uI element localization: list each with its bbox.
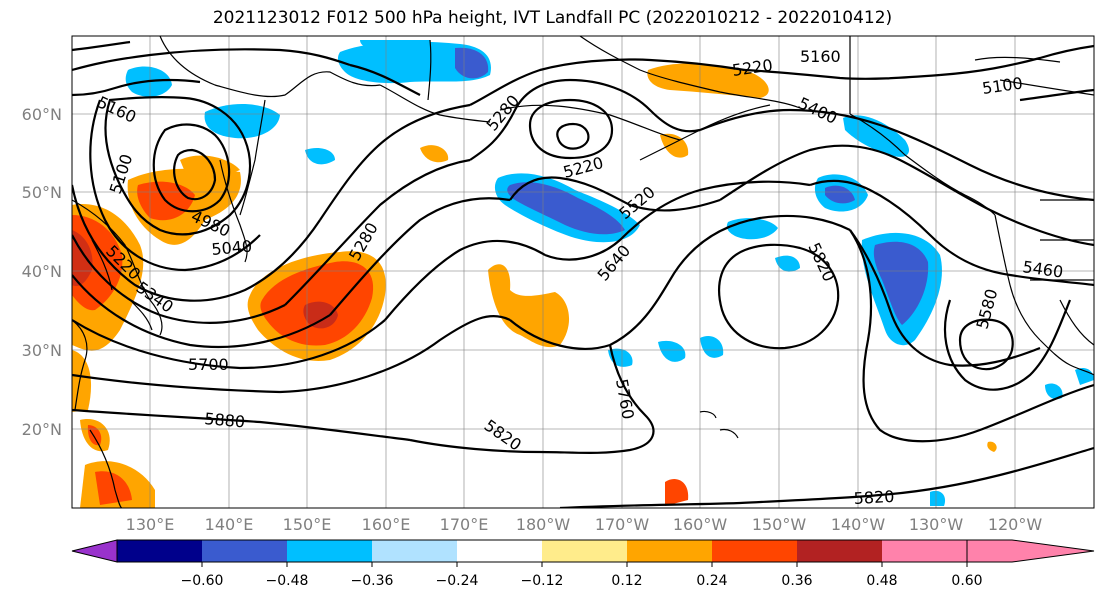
colorbar-tick-label: 0.24 (696, 573, 727, 589)
colorbar-segment (287, 540, 372, 562)
colorbar-segment (712, 540, 797, 562)
latitude-labels: 60°N 50°N 40°N 30°N 20°N (22, 105, 62, 439)
lat-label: 40°N (22, 262, 62, 281)
lon-label: 140°E (205, 515, 254, 534)
colorbar-segment (627, 540, 712, 562)
lon-label: 120°W (988, 515, 1043, 534)
graticule (72, 36, 1094, 508)
lon-label: 150°E (283, 515, 332, 534)
colorbar-segment (202, 540, 287, 562)
lon-label: 160°W (673, 515, 728, 534)
lat-label: 60°N (22, 105, 62, 124)
colorbar: −0.60 −0.48 −0.36 −0.24 −0.12 0.12 0.24 … (71, 539, 1095, 589)
lon-label: 130°W (909, 515, 964, 534)
colorbar-ticks (201, 562, 968, 567)
lon-label: 140°W (831, 515, 886, 534)
colorbar-segment (457, 540, 542, 562)
contour-label: 5040 (211, 237, 253, 259)
colorbar-tick-label: −0.60 (181, 573, 224, 589)
colorbar-tick-label: −0.12 (521, 573, 564, 589)
colorbar-segment (542, 540, 627, 562)
colorbar-right-extend (967, 540, 1094, 562)
contour-label: 5700 (188, 355, 229, 374)
colorbar-segment (882, 540, 967, 562)
lon-label: 150°W (752, 515, 807, 534)
lon-label: 180°W (516, 515, 571, 534)
coastlines (72, 36, 1094, 508)
lon-label: 170°E (440, 515, 489, 534)
longitude-labels: 130°E 140°E 150°E 160°E 170°E 180°W 170°… (126, 515, 1043, 534)
lat-label: 50°N (22, 183, 62, 202)
map-area: 5160 5160 5220 5100 5280 5220 5100 5400 … (72, 36, 1094, 508)
contour-label: 5160 (800, 47, 841, 66)
colorbar-tick-label: −0.24 (436, 573, 479, 589)
colorbar-tick-label: 0.60 (951, 573, 982, 589)
contour-label: 5880 (204, 409, 246, 431)
height-contours (72, 40, 1094, 508)
lon-label: 160°E (362, 515, 411, 534)
colorbar-tick-label: −0.36 (351, 573, 394, 589)
colorbar-segment (372, 540, 457, 562)
colorbar-segment (797, 540, 882, 562)
contour-label: 5820 (853, 487, 895, 508)
lon-label: 170°W (595, 515, 650, 534)
lon-label: 130°E (126, 515, 175, 534)
colorbar-tick-label: 0.12 (611, 573, 642, 589)
colorbar-segment (117, 540, 202, 562)
lat-label: 20°N (22, 420, 62, 439)
lat-label: 30°N (22, 341, 62, 360)
map-title: 2021123012 F012 500 hPa height, IVT Land… (212, 8, 893, 28)
map-frame (71, 35, 1095, 509)
colorbar-left-extend (71, 539, 118, 563)
ivt-shading (72, 40, 1094, 508)
colorbar-tick-label: −0.48 (266, 573, 309, 589)
colorbar-tick-label: 0.36 (781, 573, 812, 589)
colorbar-tick-label: 0.48 (866, 573, 897, 589)
